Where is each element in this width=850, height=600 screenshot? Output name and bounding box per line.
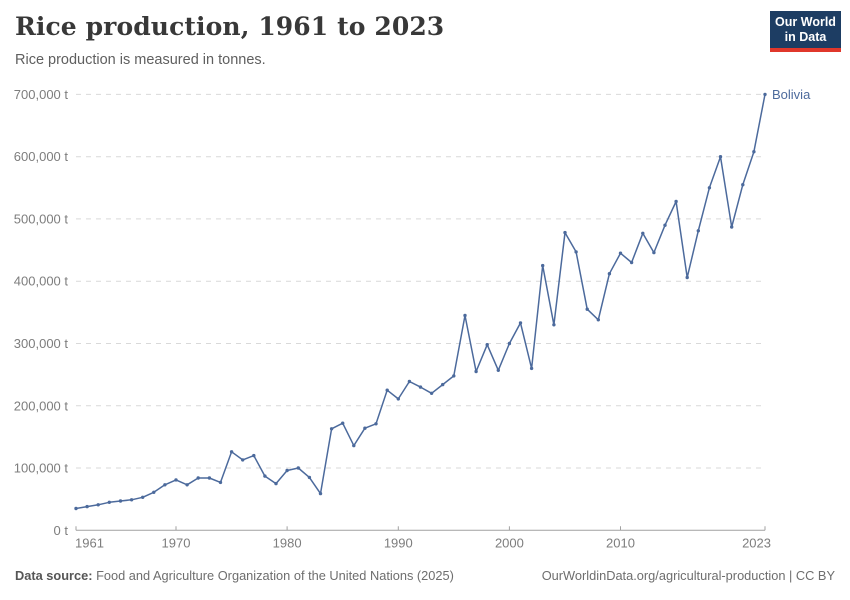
data-point	[641, 231, 645, 235]
data-point	[341, 421, 345, 425]
x-axis: 1961 1970 1980 1990 2000 2010 2023	[75, 526, 771, 550]
data-point	[474, 369, 478, 374]
data-point	[452, 374, 456, 378]
x-tick-label: 1970	[162, 535, 191, 550]
data-point	[441, 382, 445, 387]
data-point	[363, 426, 367, 430]
data-source-label: Data source:	[15, 568, 93, 583]
data-point	[129, 498, 134, 502]
data-point	[585, 307, 589, 311]
data-point	[574, 250, 578, 254]
x-tick-label: 1980	[273, 535, 302, 550]
data-point	[652, 250, 656, 255]
data-point	[96, 503, 100, 507]
data-point	[396, 397, 400, 401]
data-point	[529, 366, 534, 371]
data-point	[207, 476, 212, 480]
y-tick-label: 400,000 t	[14, 274, 69, 289]
data-point	[218, 480, 223, 485]
y-tick-label: 100,000 t	[14, 461, 69, 476]
y-tick-label: 0 t	[54, 523, 69, 538]
data-point	[185, 483, 189, 487]
data-point	[329, 427, 334, 431]
owid-logo[interactable]: Our World in Data	[770, 11, 841, 52]
data-point	[241, 458, 245, 462]
series-markers	[74, 92, 767, 511]
data-point	[274, 481, 278, 486]
data-point	[107, 500, 112, 504]
data-point	[118, 499, 123, 503]
y-axis: 0 t 100,000 t 200,000 t 300,000 t 400,000 t 5…	[14, 87, 765, 538]
credit-link[interactable]: OurWorldinData.org/agricultural-producti…	[541, 568, 835, 583]
data-point	[163, 483, 167, 487]
data-point	[663, 223, 667, 227]
data-point	[285, 468, 289, 473]
data-point	[596, 318, 600, 322]
data-point	[307, 475, 312, 480]
x-tick-label: 2010	[606, 535, 635, 550]
data-point	[696, 229, 700, 233]
data-point	[318, 491, 323, 496]
series-end-label: Bolivia	[772, 87, 811, 102]
chart-footer: Data source: Food and Agriculture Organi…	[15, 568, 835, 583]
x-tick-label: 1961	[75, 535, 104, 550]
data-point	[263, 474, 267, 478]
data-point	[674, 199, 678, 204]
series-bolivia[interactable]: Bolivia	[74, 87, 811, 511]
data-point	[141, 495, 145, 499]
x-tick-label: 2023	[742, 535, 771, 550]
data-point	[618, 251, 623, 255]
data-point	[718, 155, 723, 159]
data-point	[229, 450, 234, 454]
data-point	[730, 225, 734, 229]
data-point	[429, 391, 434, 395]
owid-logo-red-bar	[770, 48, 841, 52]
data-point	[296, 466, 300, 470]
page-title: Rice production, 1961 to 2023	[15, 12, 445, 41]
data-point	[629, 260, 634, 265]
data-point	[685, 275, 689, 280]
data-point	[85, 504, 89, 509]
data-point	[563, 230, 567, 235]
y-tick-label: 600,000 t	[14, 149, 69, 164]
y-tick-label: 700,000 t	[14, 87, 69, 102]
y-tick-label: 300,000 t	[14, 336, 69, 351]
data-point	[174, 478, 178, 482]
data-point	[752, 150, 756, 154]
data-point	[374, 422, 378, 426]
data-point	[74, 506, 78, 511]
data-point	[507, 341, 512, 346]
data-point	[541, 263, 545, 268]
data-point	[407, 379, 412, 384]
data-point	[385, 388, 389, 392]
y-tick-label: 200,000 t	[14, 398, 69, 413]
data-point	[496, 368, 500, 372]
data-point	[485, 343, 489, 347]
page-subtitle: Rice production is measured in tonnes.	[15, 52, 266, 68]
data-point	[707, 186, 712, 190]
data-point	[607, 272, 612, 276]
data-point	[418, 385, 423, 389]
owid-logo-text: Our World in Data	[770, 11, 841, 48]
data-point	[518, 321, 523, 325]
data-point	[552, 323, 556, 327]
data-point	[741, 183, 745, 187]
x-tick-label: 2000	[495, 535, 524, 550]
data-point	[252, 453, 256, 458]
data-point	[763, 92, 767, 97]
data-point	[463, 313, 467, 318]
data-point	[352, 443, 356, 448]
data-point	[152, 490, 156, 494]
x-tick-label: 1990	[384, 535, 413, 550]
data-point	[196, 476, 200, 480]
data-source-note: Data source: Food and Agriculture Organi…	[15, 568, 454, 583]
y-tick-label: 500,000 t	[14, 211, 69, 226]
